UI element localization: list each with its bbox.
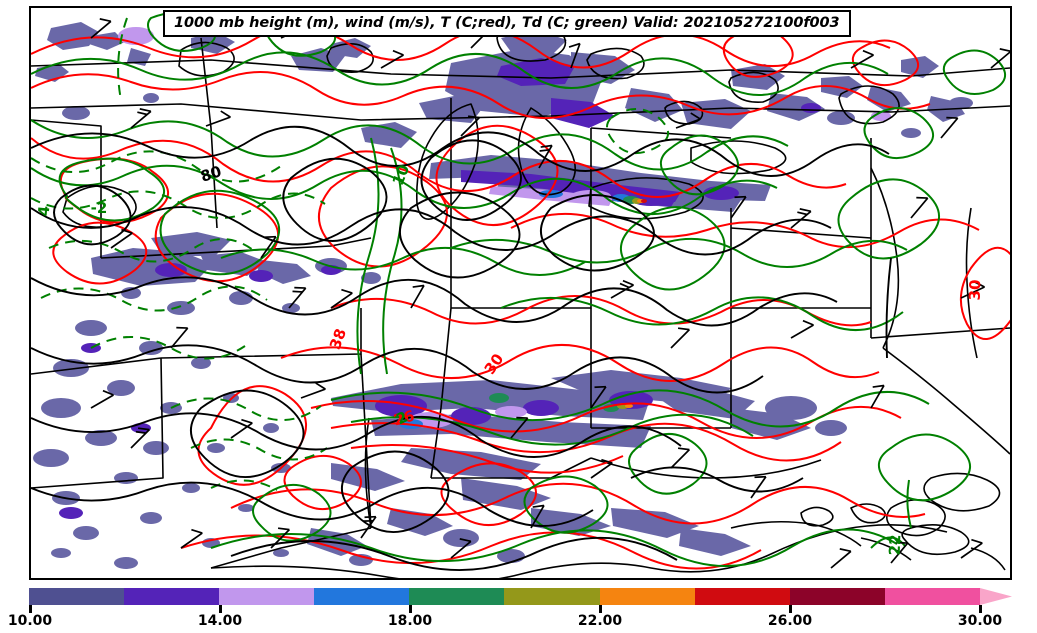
colorbar-extend-arrow: [980, 588, 1012, 605]
colorbar-tick-labels: 10.00 14.00 18.00 22.00 26.00 30.00: [0, 613, 1037, 633]
colorbar-tick-5: [979, 605, 982, 613]
colorbar-gradient: [29, 588, 980, 605]
contour-label: 22: [885, 534, 905, 556]
colorbar-ticks: [0, 605, 1037, 613]
dewpoint-dashed-contours: [31, 17, 669, 491]
colorbar-tick-label-0: 10.00: [7, 613, 53, 629]
colorbar-segment-4: [409, 588, 505, 605]
wind-barbs: [90, 18, 1010, 569]
colorbar-tick-4: [789, 605, 792, 613]
contour-label: 30: [965, 279, 985, 301]
colorbar-tick-label-3: 22.00: [577, 613, 623, 629]
colorbar-tick-0: [29, 605, 32, 613]
contour-label: 4: [34, 205, 54, 217]
colorbar-tick-1: [219, 605, 222, 613]
colorbar-segment-2: [219, 588, 315, 605]
colorbar-tick-label-2: 18.00: [387, 613, 433, 629]
colorbar-tick-3: [599, 605, 602, 613]
colorbar-tick-2: [409, 605, 412, 613]
contour-label: -2: [90, 199, 108, 217]
colorbar-tick-label-4: 26.00: [767, 613, 813, 629]
map-canvas: [31, 11, 1010, 578]
colorbar-segment-6: [599, 588, 695, 605]
dewpoint-contours: [31, 11, 1006, 567]
height-contours: [31, 125, 892, 572]
colorbar-segment-5: [504, 588, 600, 605]
colorbar-tick-label-5: 30.00: [957, 613, 1003, 629]
colorbar-segment-8: [789, 588, 885, 605]
colorbar: 10.00 14.00 18.00 22.00 26.00 30.00: [0, 586, 1037, 633]
colorbar-segment-9: [884, 588, 980, 605]
colorbar-segment-7: [694, 588, 790, 605]
colorbar-segment-1: [124, 588, 220, 605]
colorbar-tick-label-1: 14.00: [197, 613, 243, 629]
colorbar-segment-3: [314, 588, 410, 605]
colorbar-segment-0: [29, 588, 125, 605]
map-plot-area: 80 4 -2 10 38 30 26 2 30 22: [29, 6, 1012, 580]
plot-title: 1000 mb height (m), wind (m/s), T (C;red…: [163, 10, 851, 37]
